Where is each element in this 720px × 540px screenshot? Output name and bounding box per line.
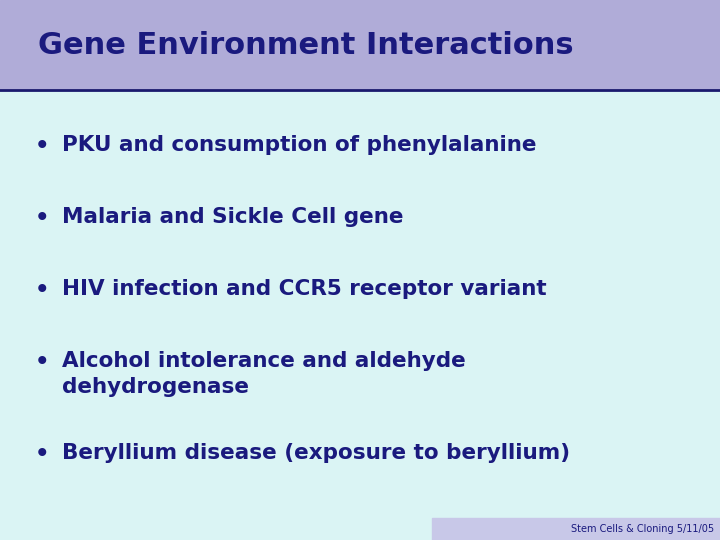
Text: PKU and consumption of phenylalanine: PKU and consumption of phenylalanine (62, 135, 536, 155)
Bar (432, 518, 720, 540)
Text: •: • (35, 135, 49, 158)
Text: Malaria and Sickle Cell gene: Malaria and Sickle Cell gene (62, 207, 403, 227)
Text: Alcohol intolerance and aldehyde
dehydrogenase: Alcohol intolerance and aldehyde dehydro… (62, 351, 466, 396)
Text: HIV infection and CCR5 receptor variant: HIV infection and CCR5 receptor variant (62, 279, 546, 299)
Text: Stem Cells & Cloning 5/11/05: Stem Cells & Cloning 5/11/05 (571, 524, 714, 534)
Text: •: • (35, 351, 49, 374)
Text: •: • (35, 279, 49, 302)
Text: Gene Environment Interactions: Gene Environment Interactions (38, 30, 574, 59)
Text: •: • (35, 443, 49, 466)
Bar (0, 0, 720, 90)
Text: Beryllium disease (exposure to beryllium): Beryllium disease (exposure to beryllium… (62, 443, 570, 463)
Text: •: • (35, 207, 49, 230)
